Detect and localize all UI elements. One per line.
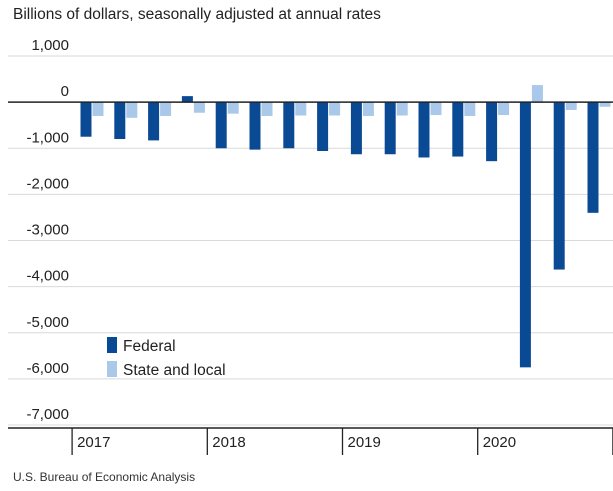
legend-label: Federal xyxy=(123,338,176,355)
bar-federal xyxy=(384,102,396,155)
bar-federal xyxy=(350,102,362,155)
x-year-label: 2018 xyxy=(212,434,245,451)
bar-federal xyxy=(519,102,531,368)
y-tick-label: -3,000 xyxy=(26,222,69,239)
bar-state-and-local xyxy=(126,102,138,118)
bar-state-and-local xyxy=(329,102,341,116)
y-tick-label: -6,000 xyxy=(26,360,69,377)
legend-swatch-federal xyxy=(107,337,117,353)
bar-federal xyxy=(114,102,126,140)
y-tick-label: -4,000 xyxy=(26,268,69,285)
bar-federal xyxy=(215,102,227,149)
y-tick-label: -7,000 xyxy=(26,406,69,423)
y-tick-label: -1,000 xyxy=(26,129,69,146)
y-axis-tick-labels: 1,000 0 -1,000 -2,000 -3,000 -4,000 -5,000 -6,0… xyxy=(26,37,69,423)
source-note: U.S. Bureau of Economic Analysis xyxy=(13,470,196,484)
x-year-label: 2017 xyxy=(77,434,110,451)
bar-federal xyxy=(181,96,193,103)
bar-federal xyxy=(317,102,329,152)
bar-federal xyxy=(553,102,565,270)
bar-federal xyxy=(80,102,92,137)
bar-federal xyxy=(418,102,430,158)
y-tick-label: -5,000 xyxy=(26,314,69,331)
bar-state-and-local xyxy=(531,85,543,103)
legend: Federal State and local xyxy=(107,337,226,379)
bar-federal xyxy=(486,102,498,162)
bar-state-and-local xyxy=(565,102,577,110)
bars xyxy=(80,85,611,368)
bar-federal xyxy=(249,102,261,150)
y-tick-label: -2,000 xyxy=(26,175,69,192)
bar-state-and-local xyxy=(396,102,408,116)
legend-label: State and local xyxy=(123,362,226,379)
legend-swatch-state-and-local xyxy=(107,361,117,377)
bar-state-and-local xyxy=(193,102,205,113)
gridlines xyxy=(8,55,613,426)
x-year-label: 2020 xyxy=(483,434,516,451)
bar-state-and-local xyxy=(362,102,374,116)
y-tick-label: 0 xyxy=(61,83,69,100)
bar-chart: 1,000 0 -1,000 -2,000 -3,000 -4,000 -5,000 -6,0… xyxy=(8,37,613,455)
bar-state-and-local xyxy=(261,102,273,116)
bar-federal xyxy=(148,102,160,141)
y-tick-label: 1,000 xyxy=(31,37,69,54)
chart-title: Billions of dollars, seasonally adjusted… xyxy=(13,6,381,23)
bar-federal xyxy=(587,102,599,213)
bar-state-and-local xyxy=(599,102,611,107)
bar-state-and-local xyxy=(498,102,510,116)
x-axis: 2017 2018 2019 2020 xyxy=(8,427,613,455)
bar-federal xyxy=(452,102,464,157)
bar-state-and-local xyxy=(160,102,172,116)
bar-state-and-local xyxy=(295,102,307,116)
bar-state-and-local xyxy=(430,102,442,116)
x-year-label: 2019 xyxy=(348,434,381,451)
bar-state-and-local xyxy=(464,102,476,116)
bar-state-and-local xyxy=(92,102,104,116)
bar-federal xyxy=(283,102,295,149)
bar-state-and-local xyxy=(227,102,239,114)
